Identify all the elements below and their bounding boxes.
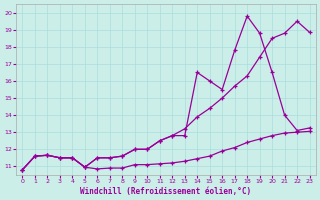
- X-axis label: Windchill (Refroidissement éolien,°C): Windchill (Refroidissement éolien,°C): [80, 187, 252, 196]
